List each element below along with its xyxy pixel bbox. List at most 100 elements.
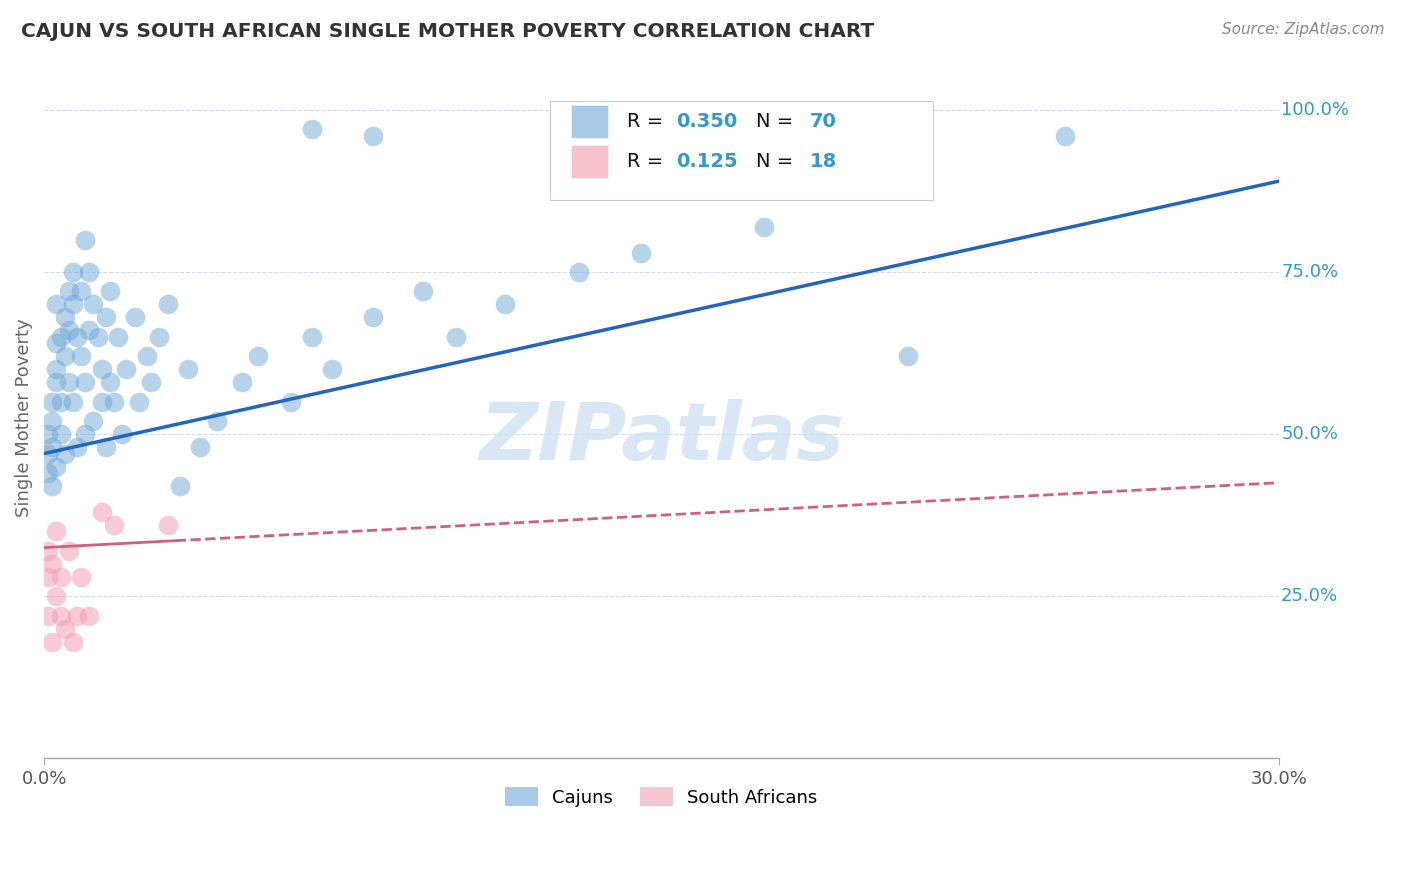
- FancyBboxPatch shape: [571, 145, 609, 178]
- Text: CAJUN VS SOUTH AFRICAN SINGLE MOTHER POVERTY CORRELATION CHART: CAJUN VS SOUTH AFRICAN SINGLE MOTHER POV…: [21, 22, 875, 41]
- Point: [45, 459, 67, 474]
- Y-axis label: Single Mother Poverty: Single Mother Poverty: [15, 318, 32, 517]
- Point: [58, 323, 80, 337]
- Point: [136, 349, 159, 363]
- Point: [111, 427, 134, 442]
- Text: 70: 70: [810, 112, 837, 131]
- Point: [90, 505, 112, 519]
- Point: [37, 570, 59, 584]
- Point: [41, 479, 63, 493]
- Text: N =: N =: [756, 152, 800, 170]
- Point: [103, 517, 125, 532]
- Point: [754, 219, 776, 234]
- Point: [444, 330, 467, 344]
- Point: [75, 427, 97, 442]
- Point: [41, 557, 63, 571]
- Point: [41, 634, 63, 648]
- Point: [205, 414, 228, 428]
- Point: [177, 362, 200, 376]
- Point: [107, 330, 129, 344]
- Point: [231, 376, 253, 390]
- Point: [630, 245, 652, 260]
- Point: [37, 427, 59, 442]
- Point: [156, 517, 179, 532]
- Point: [66, 440, 89, 454]
- Point: [45, 297, 67, 311]
- Point: [363, 310, 385, 325]
- Point: [41, 440, 63, 454]
- Point: [363, 128, 385, 143]
- Point: [1053, 128, 1076, 143]
- Point: [280, 394, 302, 409]
- Point: [82, 297, 104, 311]
- Text: 75.0%: 75.0%: [1281, 263, 1339, 281]
- FancyBboxPatch shape: [571, 105, 609, 138]
- Point: [321, 362, 343, 376]
- Point: [124, 310, 146, 325]
- Point: [247, 349, 270, 363]
- Point: [98, 285, 121, 299]
- Point: [62, 265, 84, 279]
- Point: [86, 330, 108, 344]
- Text: N =: N =: [756, 112, 800, 131]
- Point: [49, 608, 72, 623]
- Point: [75, 233, 97, 247]
- Point: [128, 394, 150, 409]
- Point: [62, 394, 84, 409]
- FancyBboxPatch shape: [550, 102, 934, 200]
- Text: 100.0%: 100.0%: [1281, 101, 1350, 119]
- Point: [190, 440, 212, 454]
- Point: [53, 310, 76, 325]
- Point: [70, 570, 93, 584]
- Point: [45, 336, 67, 351]
- Point: [115, 362, 138, 376]
- Point: [62, 297, 84, 311]
- Point: [66, 330, 89, 344]
- Text: 0.350: 0.350: [676, 112, 737, 131]
- Point: [58, 544, 80, 558]
- Point: [53, 622, 76, 636]
- Text: 0.125: 0.125: [676, 152, 738, 170]
- Point: [37, 466, 59, 480]
- Point: [103, 394, 125, 409]
- Point: [45, 589, 67, 603]
- Point: [53, 349, 76, 363]
- Point: [37, 608, 59, 623]
- Point: [90, 394, 112, 409]
- Point: [45, 362, 67, 376]
- Point: [169, 479, 191, 493]
- Text: ZIPatlas: ZIPatlas: [479, 400, 844, 477]
- Point: [79, 265, 101, 279]
- Text: 50.0%: 50.0%: [1281, 425, 1339, 443]
- Point: [58, 285, 80, 299]
- Point: [45, 524, 67, 539]
- Point: [70, 285, 93, 299]
- Text: Source: ZipAtlas.com: Source: ZipAtlas.com: [1222, 22, 1385, 37]
- Point: [568, 265, 591, 279]
- Point: [79, 608, 101, 623]
- Text: R =: R =: [627, 112, 669, 131]
- Point: [53, 446, 76, 460]
- Point: [82, 414, 104, 428]
- Point: [897, 349, 920, 363]
- Point: [70, 349, 93, 363]
- Point: [37, 544, 59, 558]
- Point: [37, 446, 59, 460]
- Text: R =: R =: [627, 152, 669, 170]
- Point: [94, 440, 117, 454]
- Text: 25.0%: 25.0%: [1281, 587, 1339, 605]
- Point: [75, 376, 97, 390]
- Point: [49, 394, 72, 409]
- Legend: Cajuns, South Africans: Cajuns, South Africans: [498, 780, 825, 814]
- Point: [49, 330, 72, 344]
- Point: [79, 323, 101, 337]
- Point: [90, 362, 112, 376]
- Point: [148, 330, 170, 344]
- Point: [494, 297, 516, 311]
- Point: [156, 297, 179, 311]
- Point: [49, 570, 72, 584]
- Point: [94, 310, 117, 325]
- Point: [98, 376, 121, 390]
- Point: [62, 634, 84, 648]
- Point: [41, 414, 63, 428]
